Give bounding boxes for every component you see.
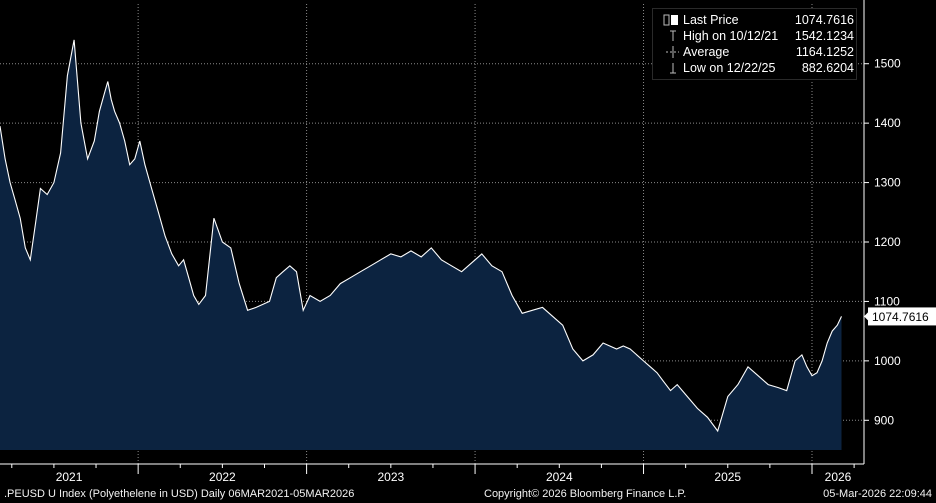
y-tick-label-1300: 1300: [874, 176, 901, 190]
y-tick-label-900: 900: [874, 413, 894, 427]
legend-average: Average 1164.1252: [653, 44, 858, 60]
low-marker-icon: [670, 63, 676, 74]
x-tick-label-2022: 2022: [209, 470, 236, 484]
last-price-tag: [868, 307, 936, 326]
legend-high-label: High on 10/12/21: [683, 29, 779, 43]
footer-timestamp: 05-Mar-2026 22:09:44: [823, 488, 932, 500]
price-line: [0, 39, 842, 433]
legend-low-value: 882.6204: [801, 61, 854, 75]
y-tick-label-1200: 1200: [874, 235, 901, 249]
last-price-pointer: [864, 311, 869, 322]
y-axis: 900 1000 1100 1200 1300 1400 1500: [863, 0, 901, 464]
high-marker-icon: [670, 30, 676, 41]
legend-average-label: Average: [683, 45, 730, 59]
footer-copyright: Copyright© 2026 Bloomberg Finance L.P.: [484, 488, 687, 500]
y-tick-label-1500: 1500: [874, 57, 901, 71]
legend-high: High on 10/12/21 1542.1234: [653, 28, 858, 44]
last-price-marker: 1074.7616: [864, 307, 936, 326]
footer-title: .PEUSD U Index (Polyethelene in USD) Dai…: [4, 488, 355, 500]
x-tick-label-2023: 2023: [377, 470, 404, 484]
legend-high-value: 1542.1234: [794, 29, 854, 43]
x-axis: 2021 2022 2023 2024 2025 2026: [0, 463, 864, 484]
legend-last-price: Last Price 1074.7616: [653, 12, 858, 28]
y-tick-label-1100: 1100: [874, 294, 900, 308]
legend-last-price-value: 1074.7616: [794, 13, 854, 27]
price-area: [0, 39, 842, 451]
last-price-label: 1074.7616: [872, 310, 929, 324]
x-tick-label-2024: 2024: [546, 470, 573, 484]
x-tick-label-2021: 2021: [56, 470, 83, 484]
legend-box: Last Price 1074.7616 High on 10/12/21 15…: [652, 8, 857, 80]
x-tick-label-2025: 2025: [714, 470, 741, 484]
legend-low: Low on 12/22/25 882.6204: [653, 60, 858, 76]
y-tick-label-1400: 1400: [874, 116, 901, 130]
y-tick-label-1000: 1000: [874, 354, 901, 368]
legend-low-label: Low on 12/22/25: [683, 61, 776, 75]
last-price-icon: [663, 14, 678, 26]
legend-average-value: 1164.1252: [795, 45, 854, 59]
legend-last-price-label: Last Price: [683, 13, 739, 27]
average-marker-icon: [666, 46, 679, 58]
x-tick-label-2026: 2026: [825, 470, 852, 484]
footer-bar: .PEUSD U Index (Polyethelene in USD) Dai…: [0, 486, 936, 503]
